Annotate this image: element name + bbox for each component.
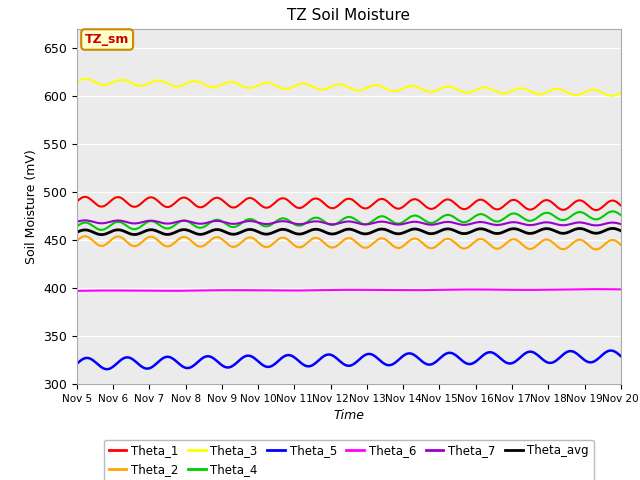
Text: TZ_sm: TZ_sm [85, 33, 129, 46]
Legend: Theta_1, Theta_2, Theta_3, Theta_4, Theta_5, Theta_6, Theta_7, Theta_avg: Theta_1, Theta_2, Theta_3, Theta_4, Thet… [104, 440, 594, 480]
Theta_7 [520, 221, 527, 227]
Theta_1 [336, 202, 344, 207]
Theta_7 [332, 221, 340, 227]
Theta_4 [398, 220, 406, 226]
Theta_1 [332, 204, 340, 210]
Theta_4 [73, 224, 81, 229]
Theta_5 [73, 361, 81, 367]
Theta_6 [617, 287, 625, 292]
Theta_1 [592, 207, 600, 213]
Line: Theta_1: Theta_1 [77, 197, 621, 210]
Theta_6 [160, 288, 168, 294]
Theta_avg [398, 230, 406, 236]
Theta_4 [605, 209, 612, 215]
Theta_avg [520, 229, 527, 235]
Theta_7 [606, 220, 614, 226]
Theta_4 [332, 221, 340, 227]
Theta_5 [607, 348, 615, 353]
Theta_5 [104, 366, 111, 372]
Theta_6 [336, 287, 344, 293]
Theta_6 [73, 288, 81, 294]
Theta_3 [369, 83, 376, 88]
Theta_2 [520, 243, 527, 249]
Theta_3 [336, 82, 344, 87]
Theta_4 [98, 227, 106, 233]
Theta_6 [591, 286, 598, 292]
Theta_3 [332, 82, 340, 87]
Theta_avg [605, 226, 612, 232]
Theta_7 [398, 221, 406, 227]
Theta_6 [332, 287, 340, 293]
Theta_avg [608, 226, 616, 231]
Theta_3 [520, 85, 527, 91]
Theta_avg [617, 228, 625, 234]
Theta_6 [520, 287, 527, 293]
Theta_5 [369, 352, 376, 358]
Theta_3 [617, 90, 625, 96]
Theta_7 [73, 219, 81, 225]
Theta_1 [73, 199, 81, 204]
Theta_1 [82, 194, 90, 200]
Theta_avg [98, 232, 106, 238]
Theta_3 [73, 79, 81, 84]
Line: Theta_7: Theta_7 [77, 220, 621, 226]
Theta_2 [606, 238, 614, 243]
Theta_3 [398, 86, 406, 92]
Theta_7 [617, 221, 625, 227]
Theta_2 [82, 233, 90, 239]
Y-axis label: Soil Moisture (mV): Soil Moisture (mV) [24, 149, 38, 264]
Theta_1 [398, 205, 406, 211]
Theta_5 [336, 358, 344, 364]
Theta_avg [73, 229, 81, 235]
X-axis label: Time: Time [333, 409, 364, 422]
Theta_2 [336, 241, 344, 247]
Theta_5 [520, 351, 527, 357]
Theta_1 [520, 204, 527, 209]
Line: Theta_4: Theta_4 [77, 211, 621, 230]
Theta_7 [369, 220, 376, 226]
Line: Theta_5: Theta_5 [77, 350, 621, 369]
Theta_5 [605, 348, 612, 354]
Theta_7 [592, 223, 600, 228]
Theta_6 [606, 287, 614, 292]
Theta_7 [336, 220, 344, 226]
Line: Theta_3: Theta_3 [77, 79, 621, 96]
Theta_4 [520, 216, 527, 221]
Theta_avg [336, 229, 344, 235]
Theta_2 [398, 244, 406, 250]
Theta_5 [398, 354, 406, 360]
Theta_6 [398, 288, 406, 293]
Theta_2 [369, 241, 376, 247]
Theta_2 [592, 247, 600, 252]
Theta_3 [605, 93, 612, 98]
Theta_1 [369, 202, 376, 208]
Theta_3 [608, 93, 616, 99]
Theta_3 [82, 76, 90, 82]
Theta_5 [332, 355, 340, 361]
Theta_6 [369, 287, 376, 293]
Line: Theta_avg: Theta_avg [77, 228, 621, 235]
Theta_2 [617, 242, 625, 248]
Theta_2 [332, 243, 340, 249]
Theta_4 [609, 208, 617, 214]
Line: Theta_2: Theta_2 [77, 236, 621, 250]
Theta_avg [369, 229, 376, 235]
Line: Theta_6: Theta_6 [77, 289, 621, 291]
Theta_2 [73, 238, 81, 244]
Theta_4 [336, 219, 344, 225]
Theta_4 [369, 218, 376, 224]
Theta_avg [332, 230, 340, 236]
Theta_5 [617, 353, 625, 359]
Theta_1 [617, 203, 625, 208]
Theta_7 [81, 217, 88, 223]
Theta_1 [606, 198, 614, 204]
Theta_4 [617, 212, 625, 218]
Title: TZ Soil Moisture: TZ Soil Moisture [287, 9, 410, 24]
